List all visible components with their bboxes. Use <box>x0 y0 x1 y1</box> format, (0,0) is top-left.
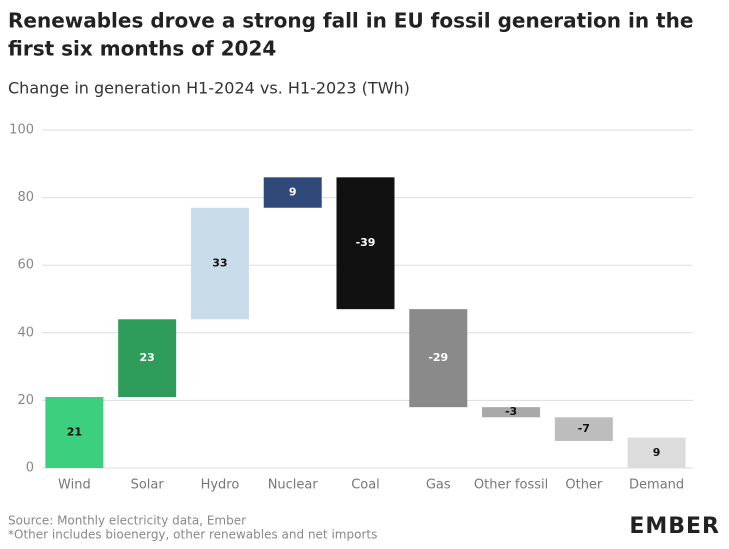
x-tick-label: Hydro <box>201 478 240 493</box>
value-label: 9 <box>289 186 297 199</box>
bar <box>409 309 468 408</box>
bar <box>118 319 177 398</box>
x-tick-label: Gas <box>426 478 451 493</box>
value-label: 23 <box>140 351 155 364</box>
logo: EMBER <box>629 514 720 539</box>
bar <box>482 407 541 418</box>
chart-subtitle: Change in generation H1-2024 vs. H1-2023… <box>8 79 410 98</box>
x-tick-label: Other fossil <box>474 478 548 493</box>
bar <box>263 177 322 208</box>
note: *Other includes bioenergy, other renewab… <box>8 528 377 542</box>
y-tick-label: 60 <box>17 258 34 273</box>
bar <box>45 397 104 468</box>
chart-title: first six months of 2024 <box>8 37 276 61</box>
value-label: -3 <box>505 405 517 418</box>
y-tick-label: 40 <box>17 325 34 340</box>
x-tick-label: Nuclear <box>268 478 319 493</box>
y-tick-label: 80 <box>17 190 34 205</box>
y-tick-label: 0 <box>26 461 34 476</box>
bar <box>336 177 395 310</box>
chart-title: Renewables drove a strong fall in EU fos… <box>8 9 693 33</box>
source: Source: Monthly electricity data, Ember <box>8 514 246 528</box>
x-tick-label: Coal <box>351 478 380 493</box>
x-tick-label: Other <box>565 478 603 493</box>
value-label: 9 <box>653 446 661 459</box>
x-tick-label: Solar <box>131 478 165 493</box>
x-tick-label: Wind <box>58 478 91 493</box>
bar <box>627 437 686 468</box>
bar <box>190 207 249 320</box>
value-label: -39 <box>356 236 376 249</box>
bar <box>554 417 613 441</box>
value-label: -29 <box>428 351 448 364</box>
x-tick-label: Demand <box>629 478 684 493</box>
y-tick-label: 20 <box>17 393 34 408</box>
y-tick-label: 100 <box>9 123 34 138</box>
value-label: -7 <box>578 422 590 435</box>
value-label: 21 <box>67 426 82 439</box>
value-label: 33 <box>212 257 227 270</box>
